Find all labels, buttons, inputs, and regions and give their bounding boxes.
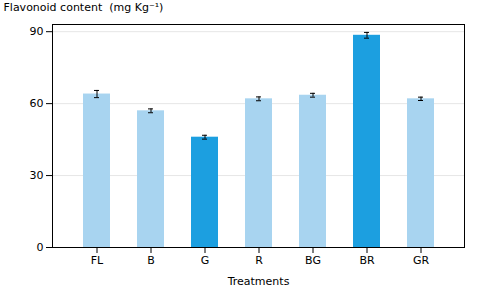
svg-text:30: 30 [30, 169, 44, 182]
svg-text:FL: FL [91, 254, 104, 267]
svg-text:G: G [201, 254, 210, 267]
svg-text:BR: BR [359, 254, 375, 267]
svg-text:90: 90 [30, 25, 44, 38]
svg-text:0: 0 [37, 241, 44, 254]
svg-text:BG: BG [305, 254, 321, 267]
svg-text:Flavonoid content (mg Kg⁻¹): Flavonoid content (mg Kg⁻¹) [4, 1, 164, 14]
svg-text:60: 60 [30, 97, 44, 110]
svg-text:B: B [147, 254, 155, 267]
svg-text:R: R [255, 254, 263, 267]
svg-text:Treatments: Treatments [227, 275, 290, 287]
svg-text:GR: GR [413, 254, 430, 267]
